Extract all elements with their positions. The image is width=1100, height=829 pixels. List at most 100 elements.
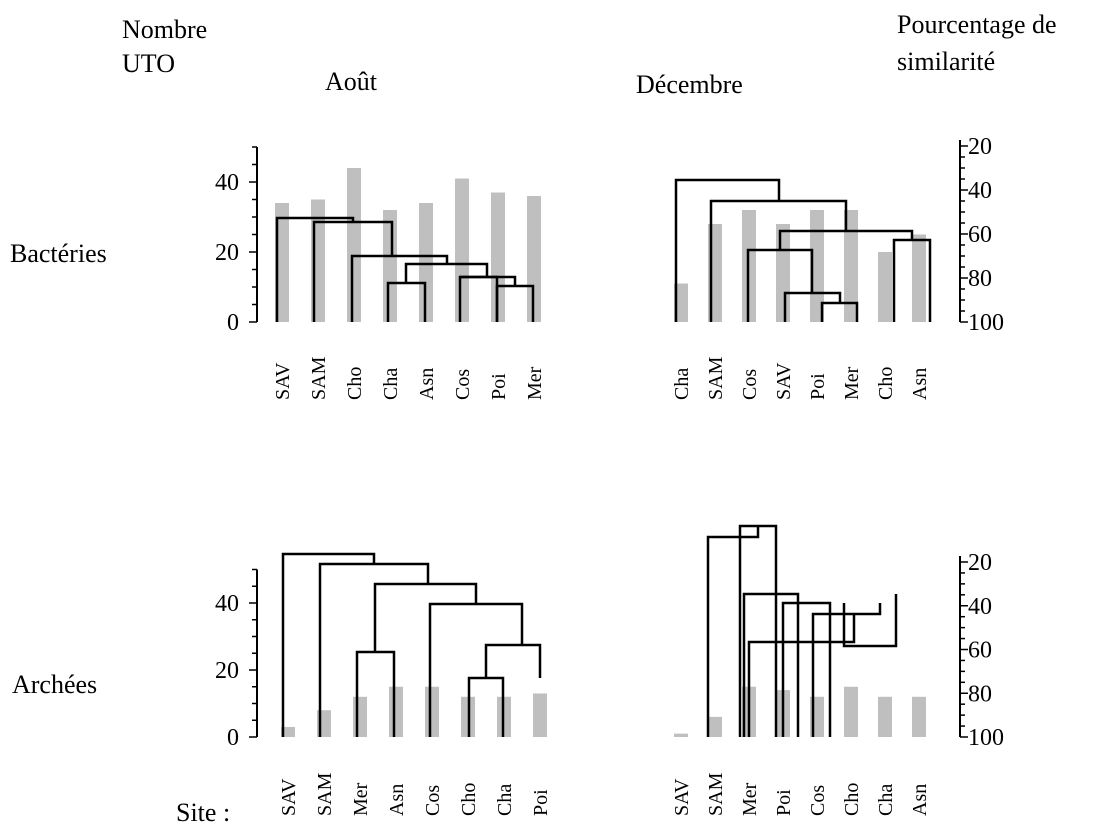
bar-cho xyxy=(844,686,858,737)
chart-title-decembre: Décembre xyxy=(636,70,743,99)
site-label-sam: SAM xyxy=(314,772,336,816)
bar-cha xyxy=(878,696,892,737)
dendrogram-link xyxy=(373,582,478,652)
left-axis-title-line1: Nombre xyxy=(122,15,207,44)
site-prefix-label: Site : xyxy=(176,798,230,827)
bar-sav xyxy=(674,733,688,737)
similarity-tick-label-60: 60 xyxy=(968,222,992,248)
bar-cho xyxy=(878,252,892,322)
dendrogram-link xyxy=(842,594,898,648)
dendrogram-link xyxy=(484,643,542,678)
dendrogram-link xyxy=(281,552,376,737)
chart-panel-2: Cha SAM Cos SAV Poi Mer Cho Asn 20 40 60 80 100 xyxy=(671,134,1004,400)
chart-title-aout: Août xyxy=(325,67,378,96)
similarity-tick-label-100: 100 xyxy=(968,725,1004,751)
bar-cha xyxy=(674,283,688,322)
site-label-cos: Cos xyxy=(422,785,444,816)
similarity-tick-label-80: 80 xyxy=(968,266,992,292)
site-label-cho: Cho xyxy=(458,783,480,816)
site-label-cha: Cha xyxy=(380,368,402,400)
site-label-asn: Asn xyxy=(909,784,931,816)
site-label-cha: Cha xyxy=(494,784,516,816)
bar-cos xyxy=(425,686,439,737)
site-label-mer: Mer xyxy=(350,782,372,816)
dendrogram-link xyxy=(747,614,856,737)
bar-asn xyxy=(389,686,403,737)
bar-asn xyxy=(912,696,926,737)
bar-mer xyxy=(353,696,367,737)
bar-asn xyxy=(912,234,926,322)
dendrogram xyxy=(674,178,932,322)
site-label-sav: SAV xyxy=(278,778,300,816)
bar-sav xyxy=(275,203,289,322)
site-label-sam: SAM xyxy=(705,356,727,400)
site-label-sav: SAV xyxy=(272,362,294,400)
similarity-tick-label-40: 40 xyxy=(968,594,992,620)
y-tick-label-40: 40 xyxy=(215,591,239,617)
left-axis-title-line2: UTO xyxy=(122,49,175,78)
dendrogram-link xyxy=(811,603,882,737)
right-axis-title-line1: Pourcentage de xyxy=(897,10,1057,39)
dendrogram-link xyxy=(460,275,517,286)
chart-panel-4: SAV SAM Mer Poi Cos Cho Cha Asn 20 40 60 80 100 xyxy=(671,524,1004,816)
site-label-mer: Mer xyxy=(524,366,546,400)
y-tick-label-20: 20 xyxy=(215,658,239,684)
site-label-sav: SAV xyxy=(671,778,693,816)
site-label-poi: Poi xyxy=(807,373,829,400)
bar-sav xyxy=(776,224,790,322)
row-label-archees: Archées xyxy=(12,670,97,699)
similarity-tick-label-100: 100 xyxy=(968,310,1004,336)
similarity-tick-label-80: 80 xyxy=(968,681,992,707)
site-label-asn: Asn xyxy=(909,368,931,400)
site-label-poi: Poi xyxy=(488,373,510,400)
y-tick-label-0: 0 xyxy=(227,725,239,751)
site-label-mer: Mer xyxy=(739,782,761,816)
bar-asn xyxy=(419,203,433,322)
site-label-poi: Poi xyxy=(773,789,795,816)
dendrogram xyxy=(706,524,898,737)
dendrogram-link xyxy=(781,601,832,737)
bar-cos xyxy=(455,178,469,322)
bar-poi xyxy=(533,693,547,737)
dendrogram-link xyxy=(742,592,800,737)
bar-cho xyxy=(347,168,361,322)
dendrogram-link xyxy=(674,178,781,322)
site-label-cho: Cho xyxy=(344,367,366,400)
site-label-sam: SAM xyxy=(705,772,727,816)
site-label-sam: SAM xyxy=(308,356,330,400)
bar-mer xyxy=(844,210,858,322)
site-label-poi: Poi xyxy=(530,789,552,816)
y-tick-label-0: 0 xyxy=(227,310,239,336)
site-label-cha: Cha xyxy=(671,368,693,400)
site-label-cha: Cha xyxy=(875,784,897,816)
similarity-tick-label-40: 40 xyxy=(968,178,992,204)
site-label-cho: Cho xyxy=(841,783,863,816)
similarity-tick-label-60: 60 xyxy=(968,638,992,664)
dendrogram-link xyxy=(706,526,760,737)
y-tick-label-20: 20 xyxy=(215,240,239,266)
site-label-cos: Cos xyxy=(807,785,829,816)
site-label-cos: Cos xyxy=(452,369,474,400)
chart-panel-1: SAV SAM Cho Cha Asn Cos Poi Mer 0 20 40 xyxy=(215,146,546,400)
y-tick-label-40: 40 xyxy=(215,170,239,196)
site-label-cos: Cos xyxy=(739,369,761,400)
bar-poi xyxy=(491,192,505,322)
dendrogram-link xyxy=(275,216,355,322)
bar-sav xyxy=(281,726,295,737)
bar-cha xyxy=(383,210,397,322)
dendrogram xyxy=(275,216,535,322)
similarity-tick-label-20: 20 xyxy=(968,550,992,576)
site-label-asn: Asn xyxy=(416,368,438,400)
dendrogram-link xyxy=(350,254,449,322)
site-label-mer: Mer xyxy=(841,366,863,400)
site-label-asn: Asn xyxy=(386,784,408,816)
dendrogram-link xyxy=(404,262,489,283)
site-label-cho: Cho xyxy=(875,367,897,400)
row-label-bacteries: Bactéries xyxy=(10,239,107,268)
bar-mer xyxy=(527,196,541,322)
similarity-tick-label-20: 20 xyxy=(968,134,992,160)
right-axis-title-line2: similarité xyxy=(897,47,995,76)
site-label-sav: SAV xyxy=(773,362,795,400)
chart-panel-3: SAV SAM Mer Asn Cos Cho Cha Poi 0 20 40 xyxy=(215,552,552,816)
